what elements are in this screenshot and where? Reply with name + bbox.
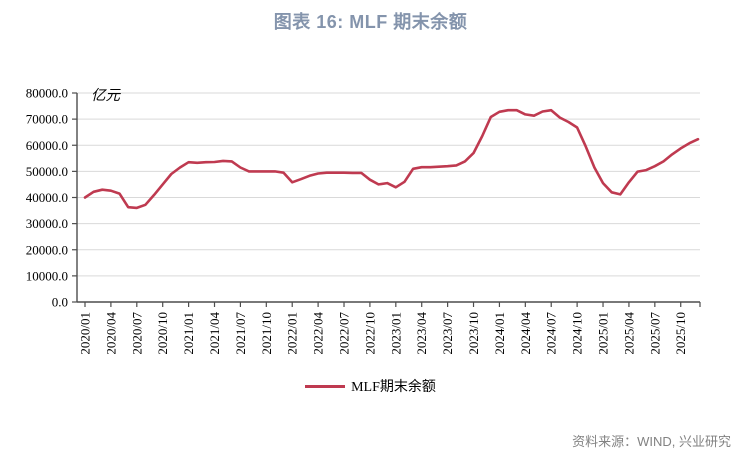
- y-axis-tick-label: 80000.0: [26, 86, 68, 101]
- x-axis-tick-label: 2020/10: [155, 312, 170, 355]
- y-axis-tick-label: 10000.0: [26, 268, 68, 283]
- x-axis-tick-label: 2024/01: [492, 312, 507, 355]
- y-axis-tick-label: 50000.0: [26, 164, 68, 179]
- y-axis-tick-label: 60000.0: [26, 138, 68, 153]
- chart-title: 图表 16: MLF 期末余额: [273, 12, 468, 32]
- x-axis-tick-label: 2020/04: [103, 312, 118, 355]
- x-axis-tick-label: 2025/04: [621, 312, 636, 355]
- mlf-balance-series-line: [83, 108, 700, 210]
- x-axis-tick-label: 2021/07: [233, 312, 248, 355]
- legend: MLF期末余额: [0, 377, 741, 395]
- x-axis-tick-label: 2022/04: [311, 312, 326, 355]
- y-axis-tick-label: 0.0: [52, 295, 68, 310]
- legend-series-label: MLF期末余额: [351, 380, 436, 395]
- x-axis-tick-label: 2021/04: [207, 312, 222, 355]
- x-axis-tick-label: 2021/01: [181, 312, 196, 355]
- x-axis-tick-label: 2022/01: [285, 312, 300, 355]
- x-axis-tick-label: 2025/01: [596, 312, 611, 355]
- x-axis-tick-label: 2020/07: [129, 312, 144, 355]
- x-axis-tick-label: 2020/01: [78, 312, 93, 355]
- y-axis-tick-label: 20000.0: [26, 242, 68, 257]
- y-axis-tick-label: 30000.0: [26, 216, 68, 231]
- y-axis-unit-label: 亿元: [91, 87, 121, 104]
- x-axis-tick-label: 2023/07: [440, 312, 455, 355]
- x-axis-tick-label: 2025/07: [647, 312, 662, 355]
- x-axis-tick-label: 2025/10: [673, 312, 688, 355]
- x-axis-tick-label: 2021/10: [259, 312, 274, 355]
- x-axis-tick-label: 2023/01: [388, 312, 403, 355]
- x-axis-tick-label: 2024/10: [570, 312, 585, 355]
- x-axis-tick-label: 2023/04: [414, 312, 429, 355]
- legend-line-swatch: [305, 384, 346, 388]
- x-axis-tick-label: 2022/07: [337, 312, 352, 355]
- x-axis-tick-label: 2023/10: [466, 312, 481, 355]
- y-axis-tick-label: 70000.0: [26, 112, 68, 127]
- data-source-note: 资料来源：WIND, 兴业研究: [572, 434, 731, 449]
- x-axis-tick-label: 2024/04: [518, 312, 533, 355]
- x-axis-tick-label: 2022/10: [362, 312, 377, 355]
- y-axis-tick-label: 40000.0: [26, 190, 68, 205]
- x-axis-tick-label: 2024/07: [544, 312, 559, 355]
